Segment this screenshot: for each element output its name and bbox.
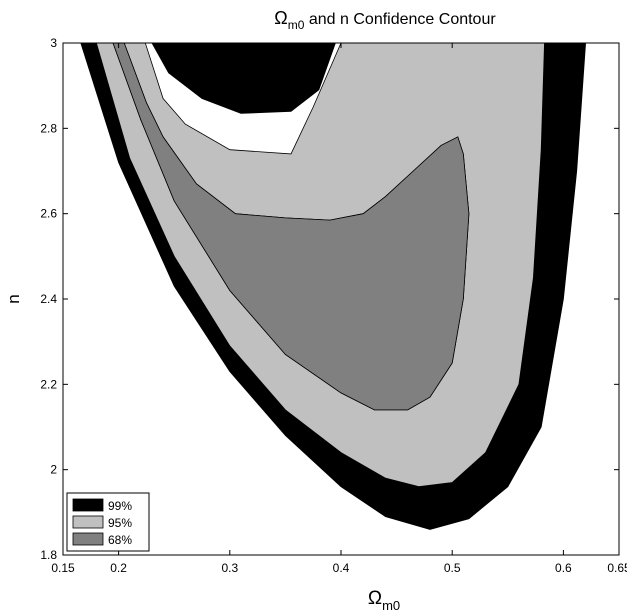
plot-area: 0.15 0.2 0.3 0.4 0.5 0.6 0.65 1.8 2 2.2 2.4 2.6 2.8… xyxy=(40,36,627,575)
y-tick-label: 2.2 xyxy=(40,377,57,391)
x-axis-label-subscript: m0 xyxy=(382,598,400,613)
legend-entry-99: 99% xyxy=(72,498,132,513)
legend-swatch-95 xyxy=(72,515,104,529)
chart-title-symbol: Ω xyxy=(274,8,287,28)
legend-label-68: 68% xyxy=(108,533,132,547)
legend-swatch-68 xyxy=(72,532,104,546)
y-tick-label: 1.8 xyxy=(40,548,57,562)
x-tick-label: 0.3 xyxy=(221,561,238,575)
chart-title-subscript: m0 xyxy=(288,18,305,32)
x-tick-label: 0.5 xyxy=(444,561,461,575)
x-tick-label: 0.6 xyxy=(555,561,572,575)
y-tick-label: 2.8 xyxy=(40,121,57,135)
contour-regions xyxy=(80,42,587,530)
legend-entry-95: 95% xyxy=(72,515,132,530)
x-tick-label: 0.4 xyxy=(333,561,350,575)
x-tick-label: 0.65 xyxy=(607,561,627,575)
legend-label-99: 99% xyxy=(108,499,132,513)
legend-swatch-99 xyxy=(72,498,104,512)
chart-title-text: and n Confidence Contour xyxy=(304,11,496,28)
contour-region-68 xyxy=(112,42,470,411)
y-tick-label: 2.6 xyxy=(40,207,57,221)
y-tick-label: 2 xyxy=(50,463,57,477)
x-axis: 0.15 0.2 0.3 0.4 0.5 0.6 0.65 xyxy=(51,43,627,575)
x-tick-label: 0.2 xyxy=(110,561,127,575)
y-axis: 1.8 2 2.2 2.4 2.6 2.8 3 xyxy=(40,36,619,562)
y-axis-label: n xyxy=(4,294,23,303)
x-axis-label-symbol: Ω xyxy=(368,588,382,609)
x-axis-label: Ωm0 xyxy=(368,588,400,613)
legend-label-95: 95% xyxy=(108,516,132,530)
y-tick-label: 2.4 xyxy=(40,292,57,306)
legend-entry-68: 68% xyxy=(72,532,132,547)
legend: 99% 95% 68% xyxy=(66,492,150,552)
x-tick-label: 0.15 xyxy=(51,561,75,575)
chart-title: Ωm0 and n Confidence Contour xyxy=(274,8,496,32)
y-tick-label: 3 xyxy=(50,36,57,50)
